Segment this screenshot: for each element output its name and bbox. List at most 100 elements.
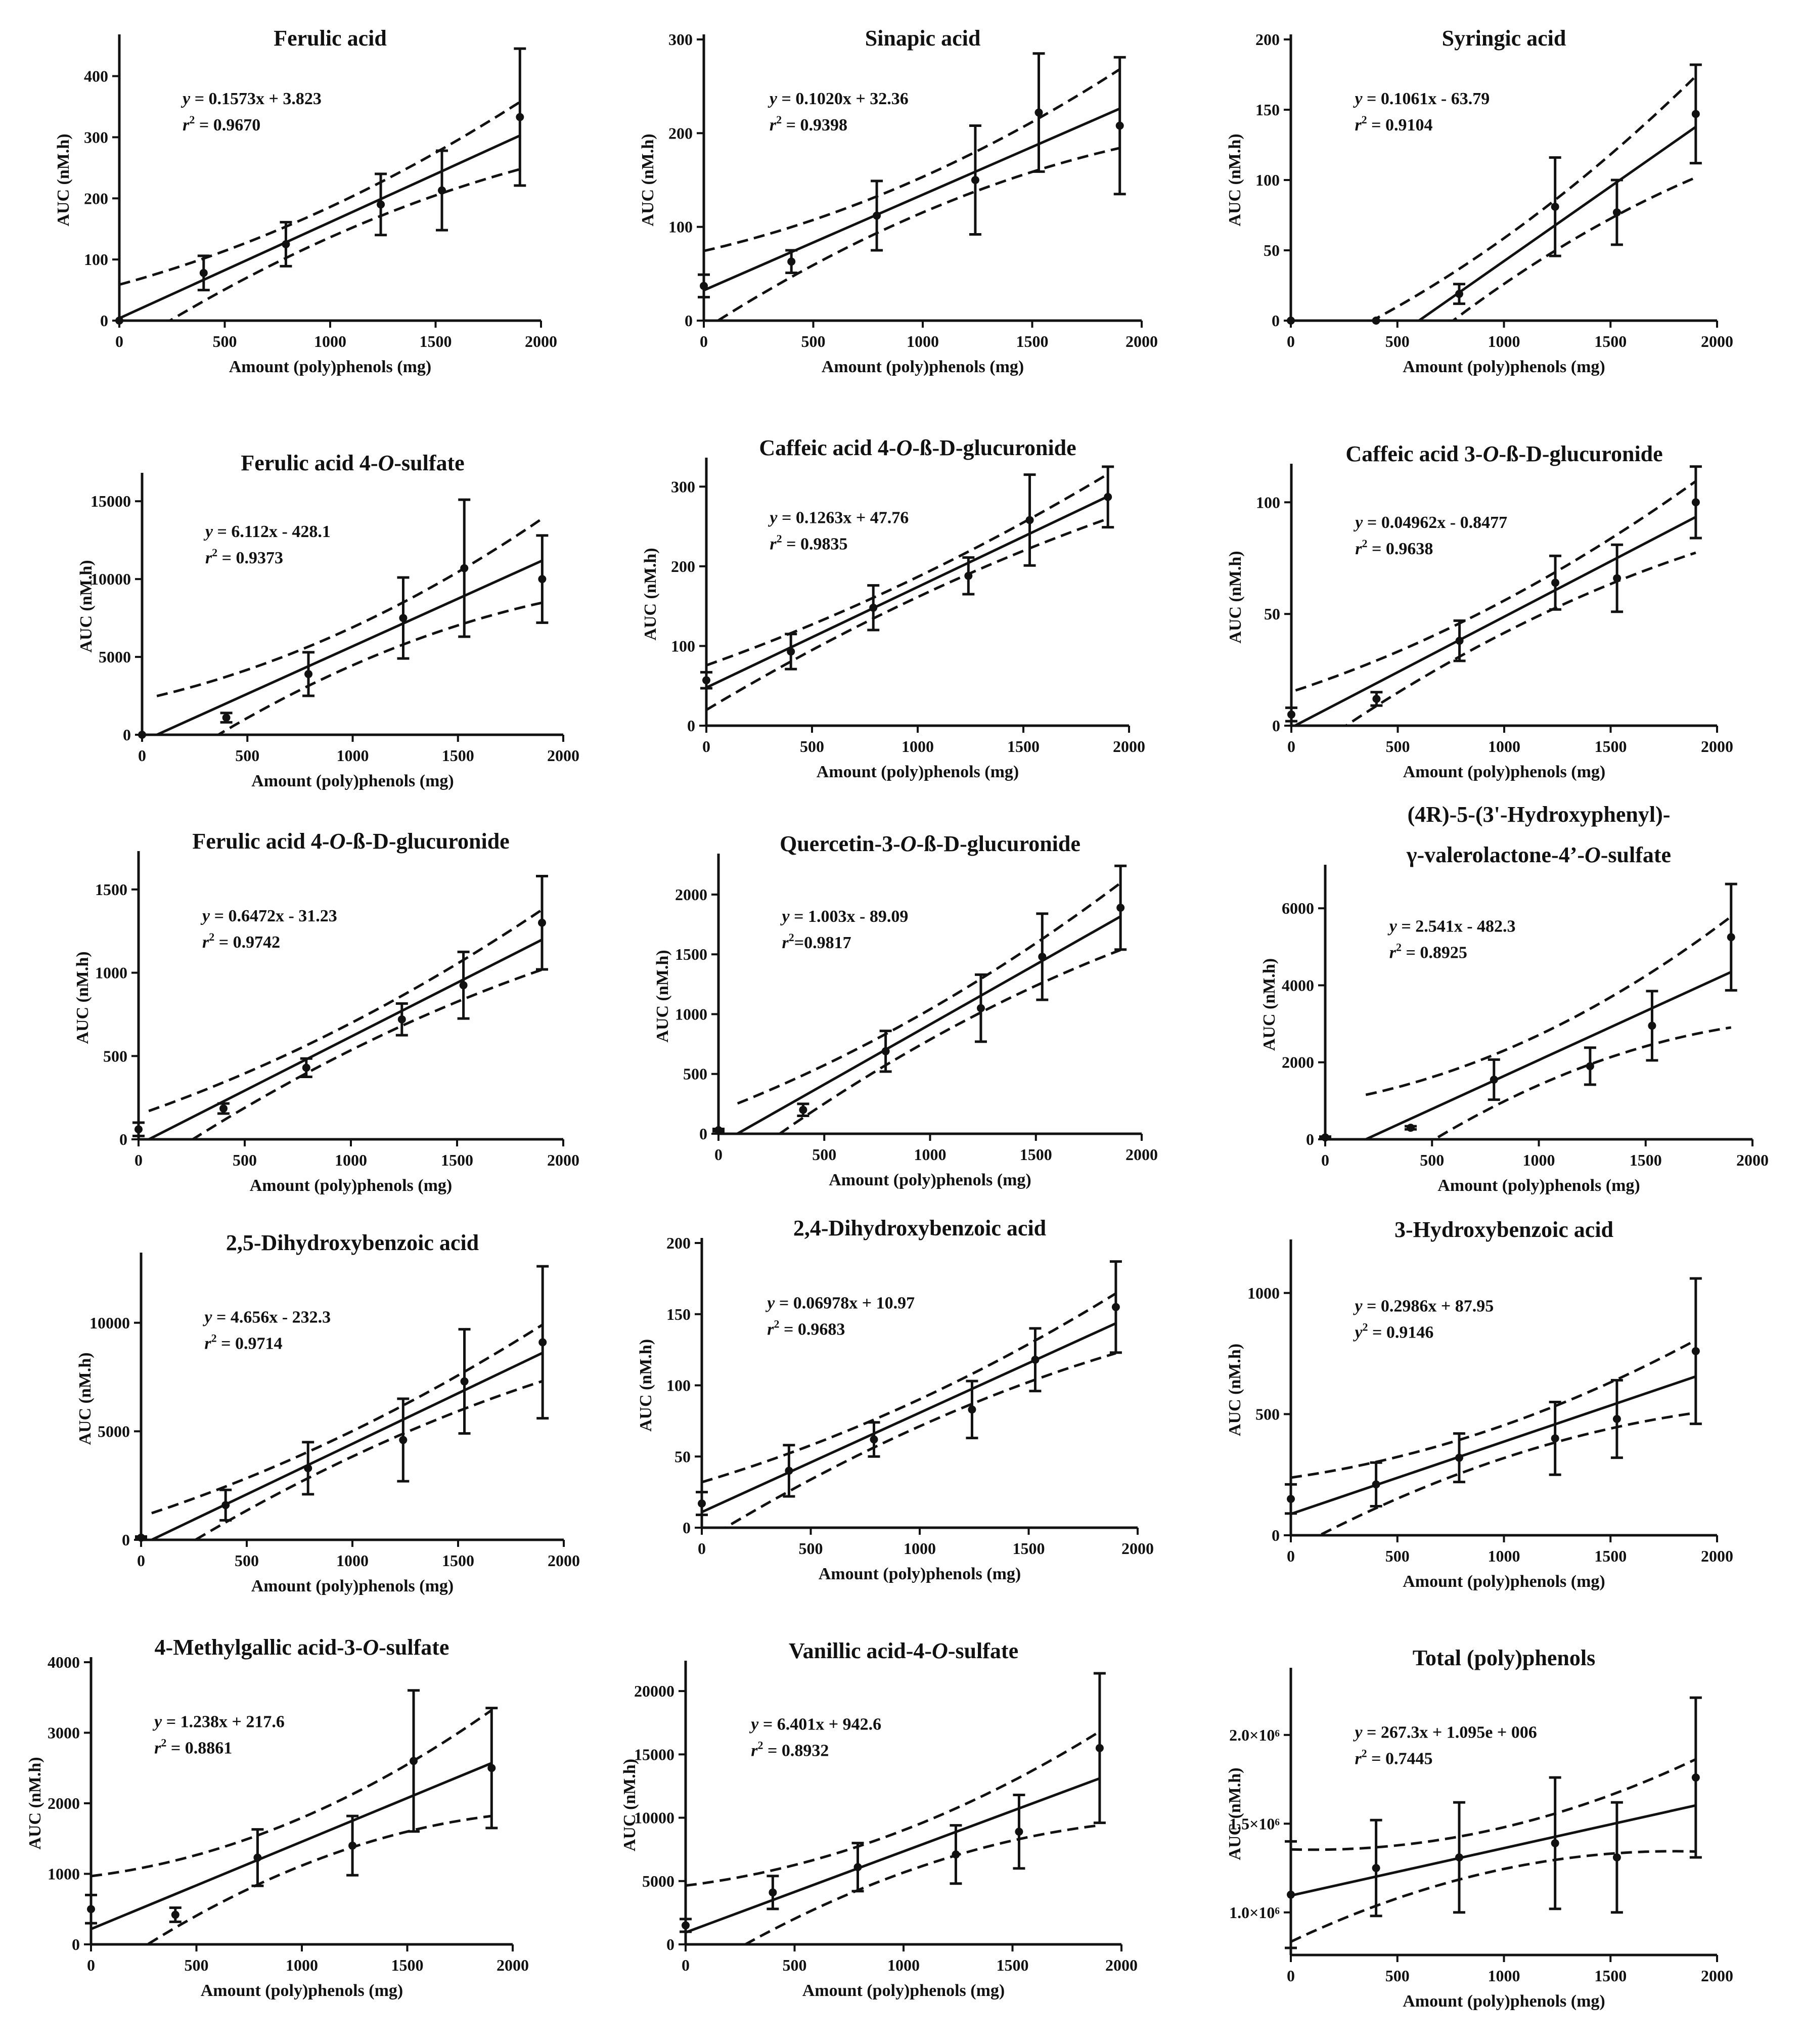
confidence-band-lower — [777, 949, 1121, 1134]
x-tick-label: 0 — [1287, 332, 1295, 350]
y-axis-label: AUC (nM.h) — [641, 548, 660, 640]
y-tick-label: 1500 — [95, 880, 127, 899]
chart-title-main: 4-Methylgallic acid-3- — [155, 1635, 363, 1660]
y-axis-label: AUC (nM.h) — [620, 1759, 639, 1851]
y-tick-label: 0 — [1272, 312, 1280, 330]
equation-y: y — [1353, 1723, 1363, 1742]
y-axis-label: AUC (nM.h) — [1226, 1344, 1244, 1436]
chart-panel-4: 0 500 1000 1500 2000 0 5000 10000 15000 Amount (p… — [77, 451, 579, 790]
y-tick-label: 500 — [683, 1065, 707, 1083]
x-tick-label: 1500 — [1630, 1151, 1662, 1169]
regression-equation: y = 0.2986x + 87.95 — [1353, 1297, 1494, 1315]
x-tick-label: 500 — [235, 746, 259, 765]
r-squared-symbol: r — [205, 549, 212, 567]
data-point — [1613, 574, 1622, 583]
r-squared-value: = 0.7445 — [1367, 1749, 1433, 1768]
y-tick-label: 2000 — [675, 885, 707, 904]
data-point — [799, 1105, 807, 1114]
x-tick-label: 1500 — [1595, 737, 1627, 756]
confidence-band-upper — [702, 1292, 1117, 1484]
x-axis-label: Amount (poly)phenols (mg) — [250, 1176, 452, 1195]
chart-title-italic: O — [363, 1635, 379, 1660]
chart-title: Total (poly)phenols — [1413, 1646, 1595, 1670]
confidence-band-upper — [1291, 1339, 1696, 1479]
x-tick-label: 2000 — [1125, 332, 1158, 350]
r-squared-exponent: 2 — [774, 1317, 780, 1330]
r-squared-exponent: 2 — [209, 930, 214, 943]
y-tick-label: 1000 — [675, 1005, 707, 1023]
r-squared-exponent: 2 — [758, 1739, 763, 1752]
y-tick-label: 1.0×10⁶ — [1229, 1903, 1280, 1922]
equation-y: y — [765, 1294, 775, 1312]
chart-title-tail: -sulfate — [1601, 842, 1671, 867]
x-axis-label: Amount (poly)phenols (mg) — [819, 1565, 1021, 1583]
y-tick-label: 0 — [666, 1935, 674, 1953]
confidence-band-lower — [193, 1380, 543, 1540]
regression-line — [706, 495, 1109, 689]
data-point — [538, 575, 547, 584]
confidence-band-lower — [215, 601, 543, 735]
data-point — [171, 1910, 179, 1919]
confidence-band-lower — [1291, 1850, 1696, 1943]
y-tick-label: 200 — [671, 557, 695, 575]
chart-panel-1: 0 500 1000 1500 2000 0 100 200 300 400 Amount (pol… — [54, 26, 557, 376]
data-point — [138, 731, 146, 739]
regression-equation: y = 2.541x - 482.3 — [1387, 917, 1516, 936]
r-squared-exponent: 2 — [1396, 941, 1402, 954]
y-tick-label: 2000 — [48, 1794, 80, 1812]
r-squared-symbol: r — [770, 116, 777, 135]
r-squared: r2 = 0.8925 — [1389, 941, 1467, 962]
y-tick-label: 300 — [671, 477, 695, 496]
y-tick-label: 3000 — [48, 1724, 80, 1742]
chart-title-italic: O — [1585, 842, 1601, 867]
r-squared-value: = 0.9835 — [782, 535, 848, 554]
r-squared: r2=0.9817 — [782, 931, 851, 952]
chart-panel-10: 0 500 1000 1500 2000 0 5000 10000 Amount (poly)p… — [76, 1230, 580, 1595]
data-point — [115, 317, 123, 325]
y-tick-label: 5000 — [642, 1872, 674, 1890]
x-tick-label: 500 — [1420, 1151, 1444, 1169]
chart-title-main: Caffeic acid 3- — [1345, 441, 1482, 466]
y-tick-label: 200 — [668, 124, 693, 142]
regression-line — [737, 915, 1121, 1134]
chart-title: 2,4-Dihydroxybenzoic acid — [793, 1216, 1046, 1240]
chart-title-tail: -sulfate — [379, 1635, 449, 1660]
data-point — [221, 1501, 230, 1509]
chart-title-italic: O — [900, 831, 917, 856]
data-point — [1287, 317, 1295, 325]
data-point — [302, 1063, 310, 1072]
x-tick-label: 2000 — [497, 1956, 529, 1974]
r-squared-symbol: r — [1355, 116, 1362, 135]
y-tick-label: 1000 — [1247, 1284, 1280, 1302]
chart-title: Caffeic acid 3-O-ß-D-glucuronide — [1345, 441, 1662, 466]
r-squared-symbol: r — [202, 933, 209, 952]
x-tick-label: 0 — [682, 1956, 690, 1974]
x-axis-label: Amount (poly)phenols (mg) — [829, 1171, 1031, 1189]
data-point — [1025, 516, 1034, 524]
confidence-band-lower — [715, 147, 1120, 321]
data-point — [964, 571, 973, 580]
y-tick-label: 15000 — [634, 1745, 674, 1763]
data-point — [1455, 1453, 1463, 1462]
data-point — [1691, 498, 1700, 507]
data-point — [1455, 290, 1463, 298]
y-tick-label: 0 — [683, 1519, 691, 1537]
data-point — [881, 1047, 890, 1055]
chart-title-tail: -ß-D-glucuronide — [917, 831, 1080, 856]
x-tick-label: 0 — [138, 746, 146, 765]
regression-equation: y = 0.1263x + 47.76 — [768, 509, 909, 527]
equation-y: y — [768, 90, 778, 108]
y-tick-label: 200 — [84, 189, 108, 207]
r-squared: y2 = 0.9146 — [1353, 1320, 1433, 1342]
x-tick-label: 500 — [812, 1145, 836, 1164]
y-axis-label: AUC (nM.h) — [1226, 1767, 1244, 1860]
regression-line — [1417, 125, 1697, 321]
y-axis-label: AUC (nM.h) — [637, 1339, 655, 1432]
y-tick-label: 100 — [84, 250, 108, 269]
y-tick-label: 500 — [103, 1047, 127, 1065]
chart-panel-11: 0 500 1000 1500 2000 0 50 100 150 200 Amount (poly… — [637, 1216, 1154, 1583]
confidence-band-lower — [1317, 1411, 1696, 1535]
y-axis-label: AUC (nM.h) — [1226, 551, 1245, 643]
x-tick-label: 1000 — [914, 1145, 947, 1164]
r-squared-symbol: r — [154, 1739, 161, 1757]
